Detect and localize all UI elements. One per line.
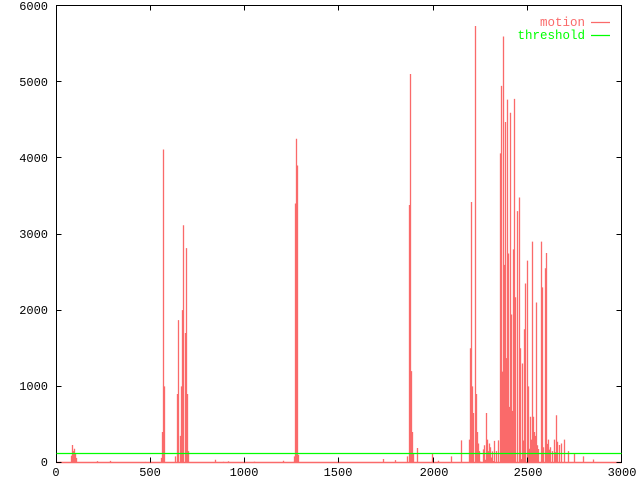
svg-text:2000: 2000 <box>19 304 48 318</box>
svg-text:3000: 3000 <box>19 228 48 242</box>
svg-text:500: 500 <box>139 466 161 480</box>
svg-text:threshold: threshold <box>517 29 585 43</box>
svg-text:0: 0 <box>52 466 59 480</box>
svg-text:2000: 2000 <box>420 466 449 480</box>
svg-text:5000: 5000 <box>19 76 48 90</box>
svg-text:motion: motion <box>540 16 585 30</box>
svg-text:1500: 1500 <box>324 466 353 480</box>
svg-text:2500: 2500 <box>514 466 543 480</box>
svg-text:3000: 3000 <box>608 466 637 480</box>
svg-text:6000: 6000 <box>19 0 48 14</box>
svg-text:1000: 1000 <box>230 466 259 480</box>
svg-text:4000: 4000 <box>19 152 48 166</box>
svg-text:1000: 1000 <box>19 380 48 394</box>
svg-text:0: 0 <box>41 456 48 470</box>
